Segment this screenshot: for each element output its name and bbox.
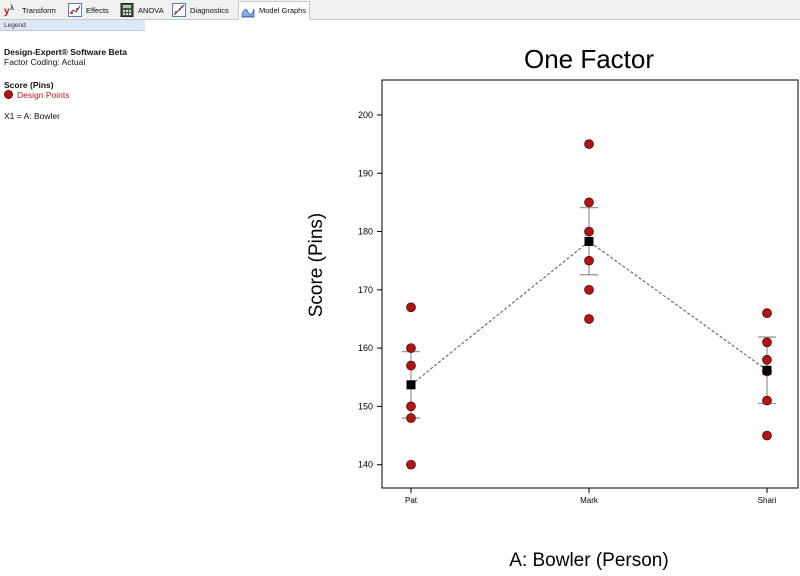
tab-anova[interactable]: ANOVA (118, 1, 168, 19)
diagnostics-icon (172, 3, 186, 17)
factor-definition: X1 = A: Bowler (4, 111, 60, 121)
legend-design-points: Design Points (4, 90, 69, 100)
svg-text:λ: λ (10, 4, 14, 12)
design-point (406, 343, 416, 353)
model-graphs-icon (241, 4, 255, 18)
design-point (762, 308, 772, 318)
effects-icon (68, 3, 82, 17)
design-point-icon (4, 90, 13, 99)
legend-header: Legend (0, 20, 145, 31)
y-tick-label: 150 (358, 401, 373, 411)
mean-connector-line (410, 240, 768, 386)
design-point (762, 354, 772, 365)
design-point (406, 360, 416, 371)
design-point (762, 430, 772, 441)
design-point (762, 395, 772, 406)
tab-label: Effects (86, 5, 109, 15)
design-point (584, 314, 594, 324)
mean-marker (406, 380, 416, 390)
tab-diagnostics[interactable]: Diagnostics (170, 1, 236, 19)
y-tick-label: 190 (358, 168, 373, 178)
y-tick-label: 180 (358, 227, 373, 237)
chart-title: One Factor (524, 44, 654, 74)
y-tick-label: 170 (358, 285, 373, 295)
response-name: Score (Pins) (4, 80, 54, 90)
y-axis-label: Score (Pins) (306, 213, 327, 318)
design-point (584, 197, 594, 208)
software-name: Design-Expert® Software Beta (4, 47, 127, 57)
design-point (762, 337, 772, 348)
design-point (406, 401, 416, 412)
x-tick-label: Mark (580, 496, 599, 505)
mean-marker (584, 236, 594, 246)
y-tick-label: 160 (358, 343, 373, 353)
plot-frame (381, 79, 799, 489)
design-points-label: Design Points (17, 90, 70, 100)
x-tick-label: Shari (758, 496, 777, 505)
design-point (584, 255, 594, 266)
mean-marker (762, 365, 772, 375)
design-point (584, 284, 594, 295)
design-point (406, 302, 416, 313)
x-tick-label: Pat (405, 496, 418, 505)
design-point (584, 226, 594, 237)
tab-model-graphs[interactable]: Model Graphs (238, 1, 310, 20)
anova-icon (120, 3, 134, 17)
y-tick-label: 200 (358, 110, 373, 120)
design-point (406, 459, 416, 470)
svg-text:y: y (4, 6, 10, 17)
x-axis-label: A: Bowler (Person) (509, 550, 668, 571)
factor-coding: Factor Coding: Actual (4, 57, 86, 67)
tab-label: Model Graphs (259, 6, 307, 15)
tab-label: Diagnostics (190, 5, 229, 15)
tab-label: ANOVA (138, 5, 164, 15)
design-point (406, 413, 416, 423)
y-tick-label: 140 (358, 460, 373, 470)
tab-effects[interactable]: Effects (66, 1, 116, 19)
tab-label: Transform (22, 5, 56, 15)
design-point (584, 139, 594, 149)
